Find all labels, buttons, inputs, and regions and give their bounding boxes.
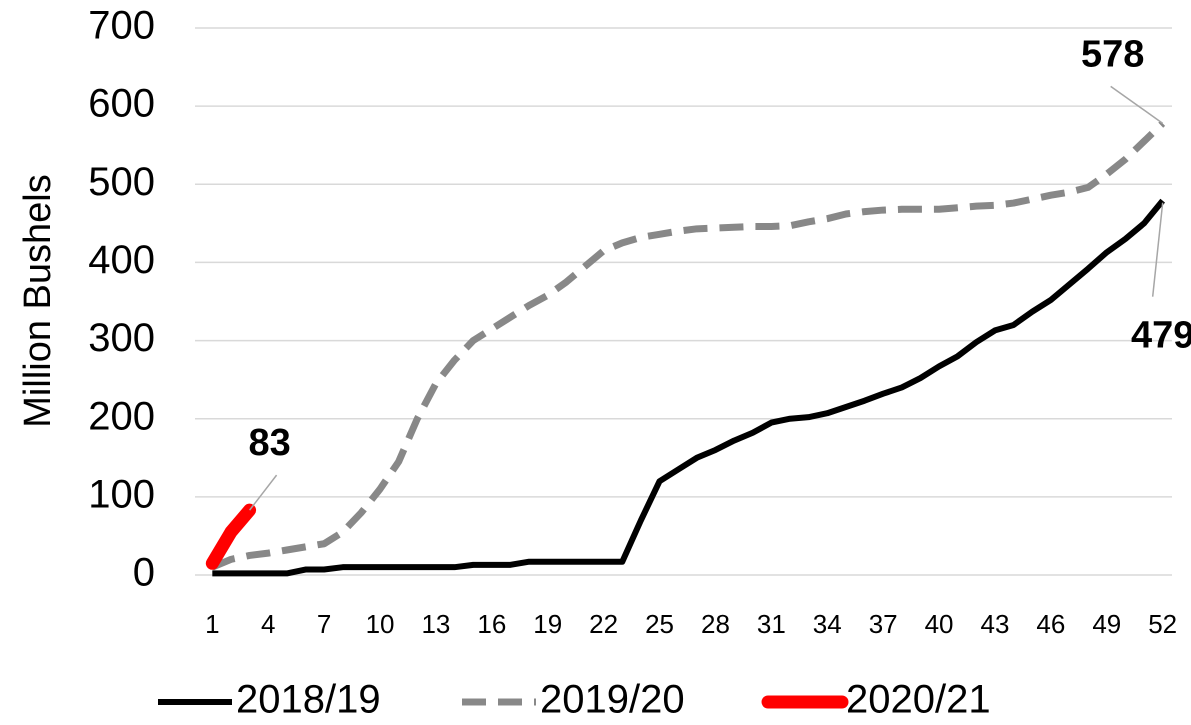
x-tick-label: 31 [757,609,786,639]
x-tick-label: 16 [477,609,506,639]
series-line [205,503,257,570]
series-line [212,198,1165,577]
x-tick-label: 22 [589,609,618,639]
series-line [210,120,1166,571]
x-tick-label: 40 [925,609,954,639]
y-tick-label: 300 [88,316,155,360]
x-tick-label: 28 [701,609,730,639]
y-tick-label: 0 [133,551,155,595]
x-tick-label: 19 [533,609,562,639]
x-tick-label: 37 [869,609,898,639]
x-tick-label: 49 [1092,609,1121,639]
data-label: 479 [1131,315,1191,357]
y-tick-label: 400 [88,238,155,282]
legend-label: 2020/21 [846,678,991,722]
x-tick-label: 46 [1036,609,1065,639]
x-tick-label: 25 [645,609,674,639]
y-tick-label: 500 [88,160,155,204]
x-tick-label: 52 [1148,609,1177,639]
leader-line [1110,85,1164,124]
x-tick-label: 4 [261,609,275,639]
x-tick-label: 1 [205,609,219,639]
data-label: 83 [248,422,290,464]
x-tick-label: 10 [366,609,395,639]
y-tick-label: 700 [88,4,155,48]
legend-label: 2019/20 [540,678,685,722]
leader-line [1151,202,1164,297]
x-tick-label: 34 [813,609,842,639]
x-tick-label: 7 [317,609,331,639]
x-tick-label: 13 [421,609,450,639]
leader-line [248,474,278,511]
data-label: 578 [1081,33,1144,75]
y-tick-label: 200 [88,394,155,438]
y-axis-title: Million Bushels [17,174,59,427]
legend-label: 2018/19 [236,678,381,722]
y-tick-label: 600 [88,82,155,126]
x-tick-label: 43 [981,609,1010,639]
y-tick-label: 100 [88,472,155,516]
